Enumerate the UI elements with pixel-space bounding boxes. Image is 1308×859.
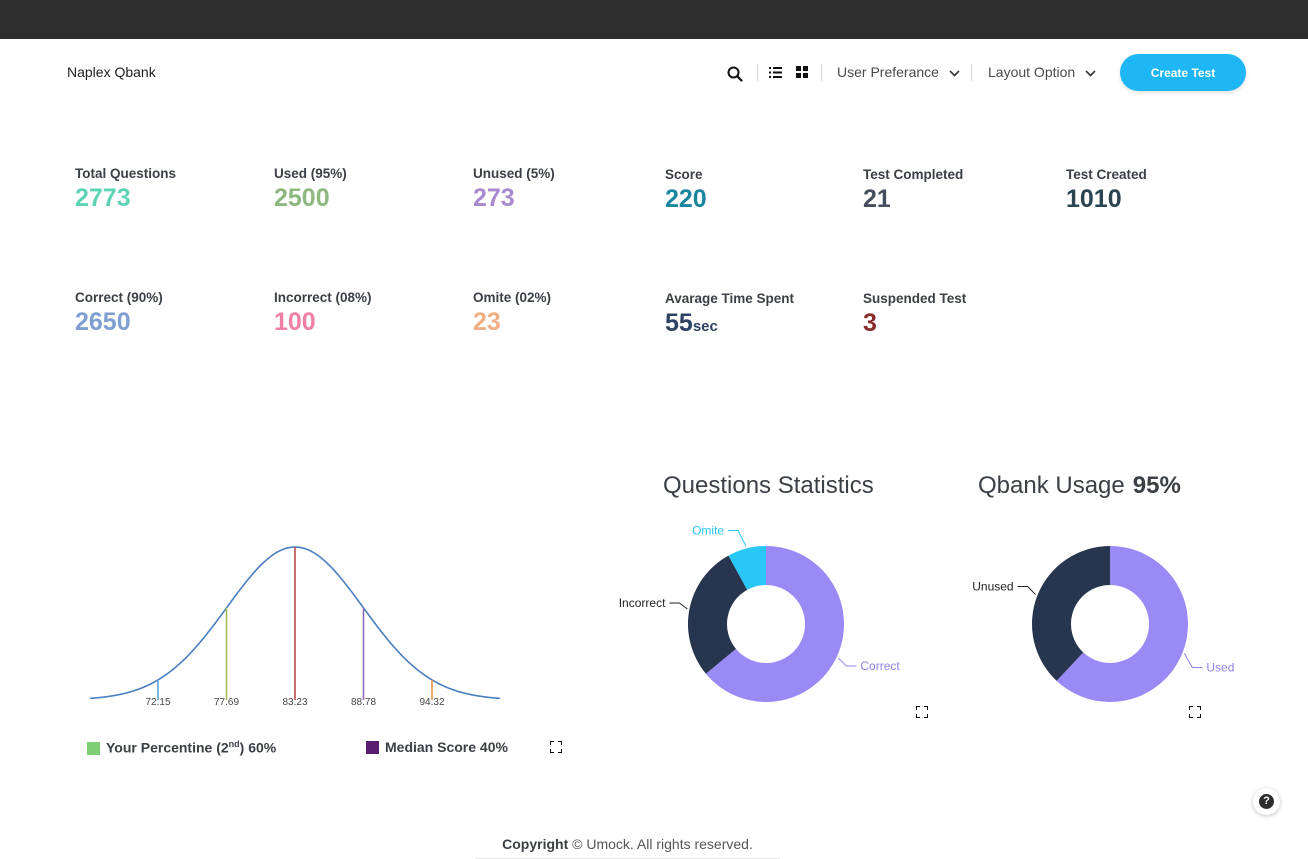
stat-value: 2650 (75, 308, 131, 336)
qbank-usage-percent: 95% (1132, 472, 1181, 499)
score-marker-label: 72.15 (145, 697, 170, 708)
expand-icon[interactable] (550, 741, 562, 753)
user-preference-label: User Preferance (837, 64, 939, 80)
donut-leader-line (669, 602, 688, 610)
brand-title: Naplex Qbank (67, 64, 156, 80)
donut-slice-omite[interactable] (728, 546, 766, 590)
stat-value: 100 (274, 308, 316, 336)
stat-label: Used (95%) (274, 166, 347, 181)
layout-option-label: Layout Option (988, 64, 1076, 80)
search-icon[interactable] (727, 66, 743, 82)
stat-score: Score 220 (665, 167, 707, 213)
layout-option-dropdown[interactable]: Layout Option (988, 64, 1096, 80)
help-button[interactable]: ? (1253, 788, 1280, 815)
stat-value: 23 (473, 308, 501, 336)
stat-test-completed: Test Completed 21 (863, 167, 963, 213)
legend-percentile-suffix: ) 60% (239, 739, 277, 756)
divider (821, 64, 822, 81)
qbank-usage-title: Qbank Usage 95% (978, 472, 1181, 500)
stat-used: Used (95%) 2500 (274, 166, 347, 212)
score-marker-label: 88.78 (351, 697, 376, 708)
donut-label-incorrect: Incorrect (619, 596, 666, 610)
donut-leader-line (1017, 586, 1036, 595)
chevron-down-icon (949, 70, 960, 77)
donut-label-correct: Correct (860, 659, 900, 673)
stat-omite: Omite (02%) 23 (473, 290, 551, 336)
score-distribution-chart: 72.15 77.69 83.23 88.78 94.32 (89, 546, 501, 708)
stat-label: Test Created (1066, 167, 1147, 182)
create-test-button[interactable]: Create Test (1120, 54, 1246, 91)
footer: Copyright © Umock. All rights reserved. (475, 836, 780, 859)
stat-label: Avarage Time Spent (665, 291, 795, 306)
score-markers: 72.15 77.69 83.23 88.78 94.32 (145, 547, 445, 708)
legend-median-text: Median Score 40% (385, 739, 508, 755)
stat-value: 2773 (75, 184, 131, 212)
stat-label: Correct (90%) (75, 290, 163, 305)
footer-copyright-label: Copyright (502, 836, 569, 852)
stat-average-time: Avarage Time Spent 55sec (665, 291, 794, 341)
donut-leader-line (838, 657, 857, 667)
legend-swatch (366, 741, 379, 754)
score-marker-label: 94.32 (419, 697, 444, 708)
stat-label: Total Questions (75, 166, 177, 181)
stat-value-unit: sec (692, 318, 718, 335)
donut-slice-unused[interactable] (1032, 546, 1110, 681)
donut-label-used: Used (1206, 660, 1234, 674)
stat-label: Test Completed (863, 167, 964, 182)
stat-value-number: 55 (665, 309, 693, 337)
legend-percentile-text: Your Percentine (2 (106, 739, 229, 756)
chevron-down-icon (1085, 70, 1096, 77)
expand-icon[interactable] (1189, 706, 1201, 718)
browser-top-bar (0, 0, 1308, 39)
questions-statistics-title: Questions Statistics (663, 472, 874, 499)
stat-value: 273 (473, 184, 515, 212)
stat-total-questions: Total Questions 2773 (75, 166, 176, 212)
stat-unused: Unused (5%) 273 (473, 166, 555, 212)
questions-statistics-chart: Correct Incorrect Omite (619, 524, 900, 702)
help-icon: ? (1259, 794, 1274, 809)
legend-percentile-sup: nd (228, 739, 240, 749)
user-preference-dropdown[interactable]: User Preferance (837, 64, 960, 80)
footer-rights: © Umock. All rights reserved. (572, 836, 753, 852)
legend-percentile: Your Percentine (2nd) 60% (87, 739, 276, 756)
stat-value: 55sec (665, 309, 794, 341)
donut-slice-correct[interactable] (705, 546, 844, 702)
qbank-usage-chart: Used Unused (972, 546, 1234, 702)
donut-label-omite: Omite (692, 524, 724, 538)
stat-value: 3 (863, 309, 877, 337)
qbank-usage-title-text: Qbank Usage (978, 472, 1125, 499)
score-marker-label: 77.69 (214, 697, 239, 708)
score-marker-label: 83.23 (282, 697, 307, 708)
donut-slice-used[interactable] (1056, 546, 1188, 702)
stat-correct: Correct (90%) 2650 (75, 290, 163, 336)
stat-label: Suspended Test (863, 291, 967, 306)
legend-median: Median Score 40% (366, 739, 508, 755)
legend-swatch (87, 741, 100, 755)
stat-label: Unused (5%) (473, 166, 555, 181)
donut-slice-incorrect[interactable] (688, 555, 748, 674)
stat-test-created: Test Created 1010 (1066, 167, 1147, 213)
stat-value: 2500 (274, 184, 330, 212)
stat-label: Score (665, 167, 703, 182)
stat-value: 21 (863, 185, 891, 213)
divider (971, 64, 972, 81)
stat-label: Incorrect (08%) (274, 290, 372, 305)
stat-value: 220 (665, 185, 707, 213)
grid-view-icon[interactable] (796, 66, 808, 78)
stat-suspended-test: Suspended Test 3 (863, 291, 966, 337)
stat-incorrect: Incorrect (08%) 100 (274, 290, 372, 336)
stat-label: Omite (02%) (473, 290, 552, 305)
stat-value: 1010 (1066, 185, 1122, 213)
divider (757, 64, 758, 81)
donut-leader-line (728, 530, 747, 547)
donut-leader-line (1183, 653, 1203, 668)
expand-icon[interactable] (916, 706, 928, 718)
list-view-icon[interactable] (769, 67, 782, 78)
donut-label-unused: Unused (972, 580, 1013, 594)
